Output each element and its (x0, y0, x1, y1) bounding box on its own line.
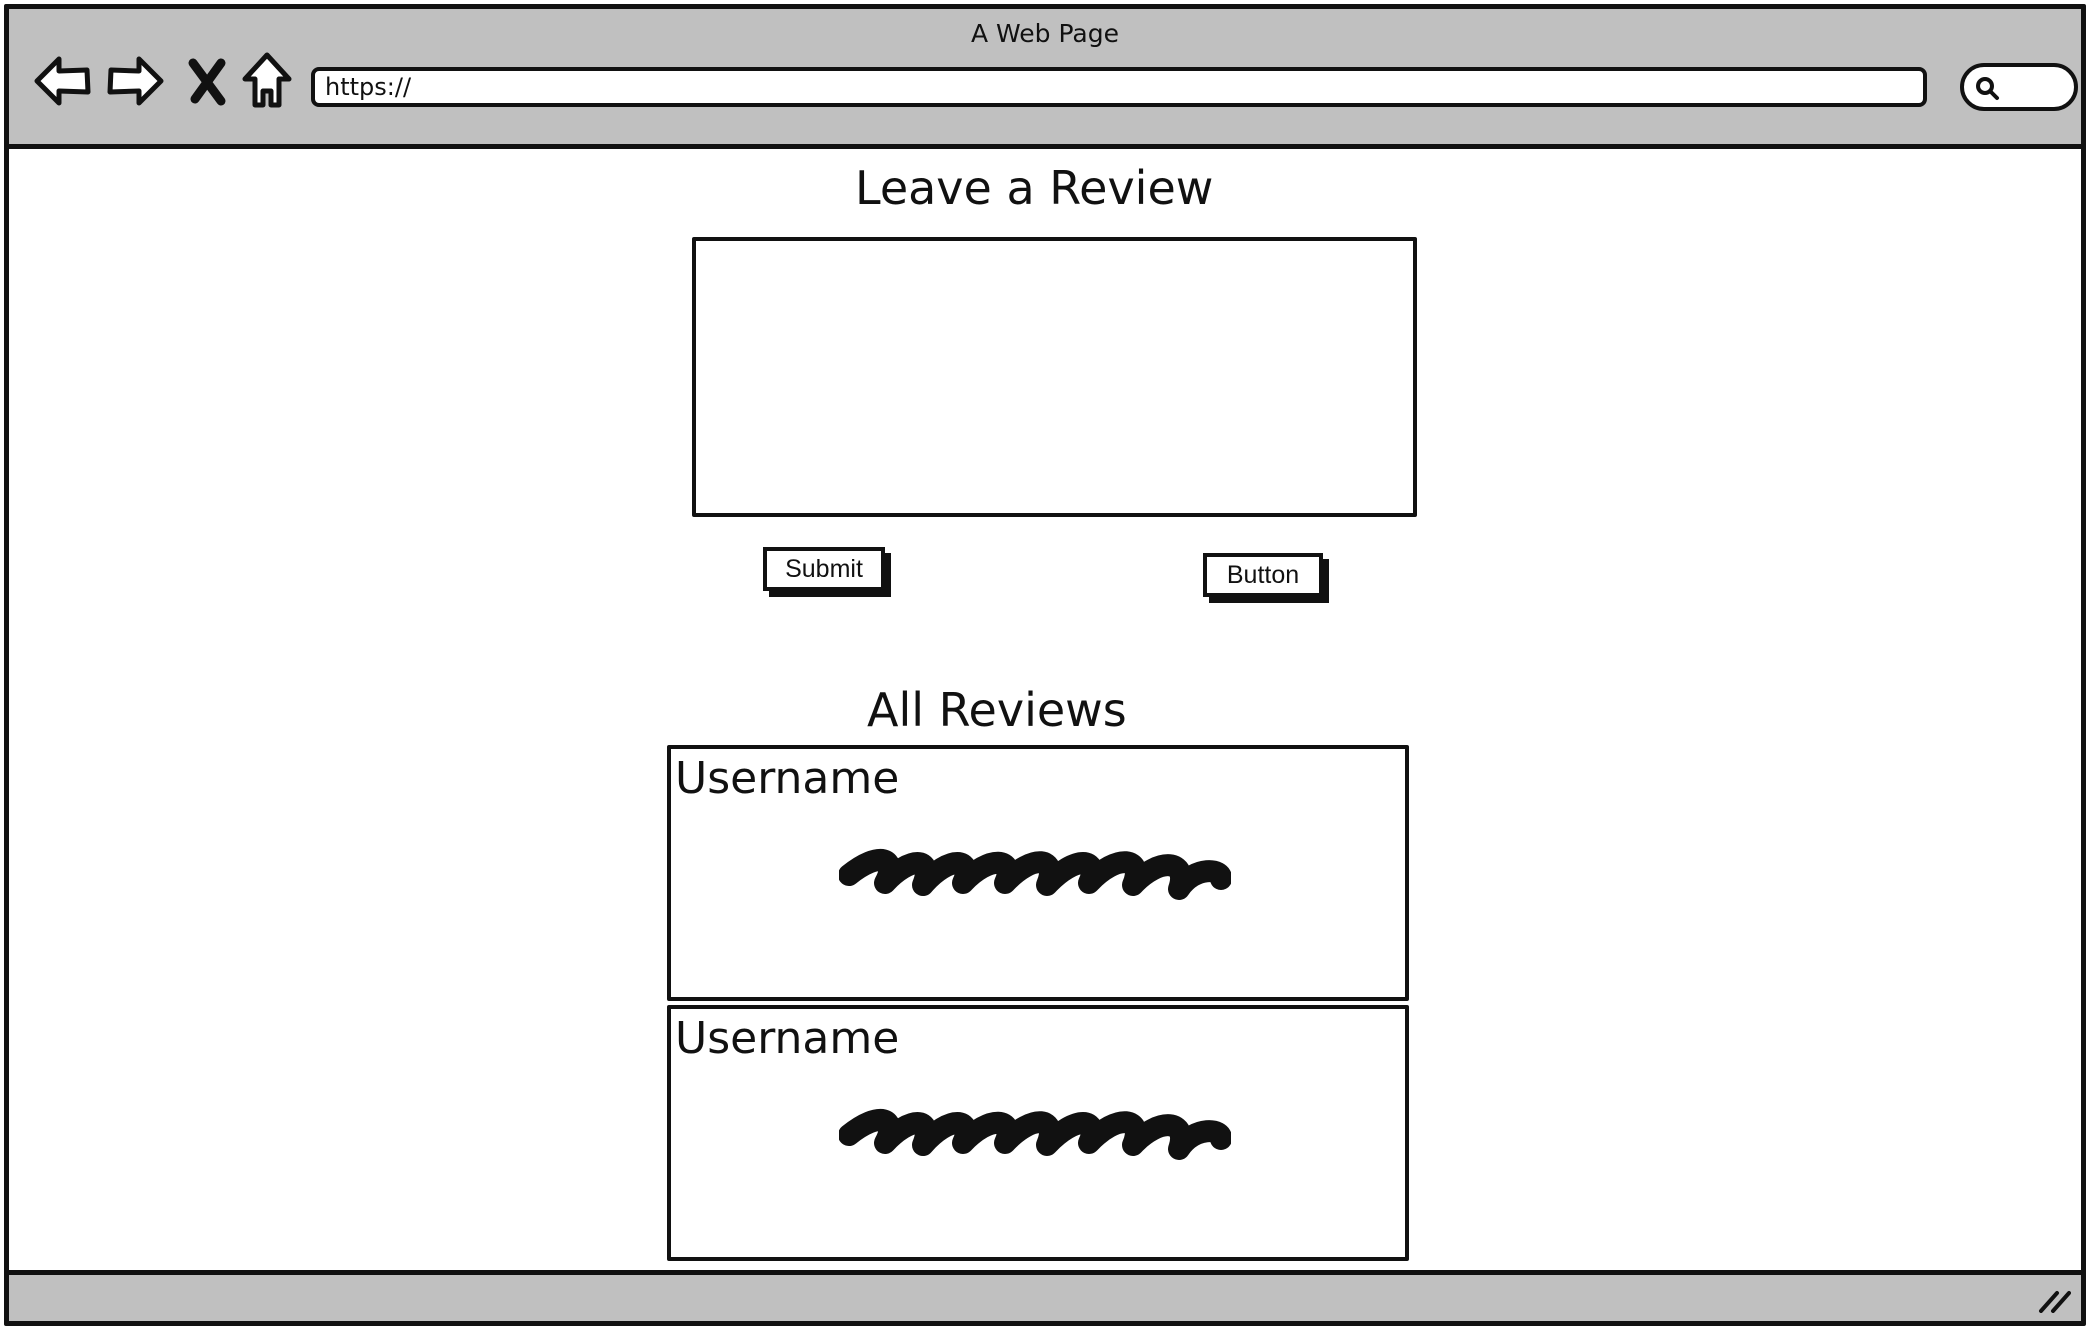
leave-review-heading: Leave a Review (855, 161, 1214, 215)
browser-toolbar: A Web Page https:// (9, 9, 2081, 149)
window-title: A Web Page (970, 19, 1120, 48)
review-text-placeholder (839, 843, 1231, 907)
review-textarea[interactable] (692, 237, 1417, 517)
review-card: Username (667, 745, 1409, 1001)
back-arrow-icon[interactable] (31, 49, 95, 113)
page-content: Leave a Review Submit Button All Reviews… (9, 149, 2081, 1280)
home-icon[interactable] (235, 49, 299, 113)
secondary-button[interactable]: Button (1203, 553, 1323, 597)
review-username: Username (675, 1013, 900, 1064)
submit-button[interactable]: Submit (763, 547, 885, 591)
review-username: Username (675, 753, 900, 804)
forward-arrow-icon[interactable] (103, 49, 167, 113)
close-icon[interactable] (177, 49, 241, 113)
all-reviews-heading: All Reviews (867, 683, 1127, 737)
search-icon (1974, 75, 2000, 101)
resize-grip-icon[interactable] (2037, 1285, 2071, 1313)
review-text-placeholder (839, 1103, 1231, 1167)
review-card: Username (667, 1005, 1409, 1261)
browser-window: A Web Page https:// (4, 4, 2086, 1326)
url-input[interactable]: https:// (311, 67, 1927, 107)
status-bar (9, 1270, 2081, 1321)
search-input[interactable] (1960, 63, 2078, 111)
